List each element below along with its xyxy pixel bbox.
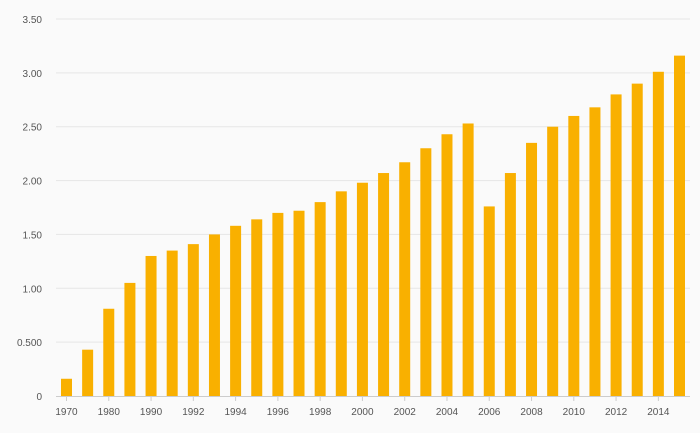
bar-2002 xyxy=(399,162,411,396)
y-tick-label: 3.50 xyxy=(23,15,43,26)
bar-1999 xyxy=(335,191,347,396)
y-tick-label: 0.500 xyxy=(17,338,42,349)
x-tick-label: 1990 xyxy=(140,407,163,418)
bar-1991 xyxy=(166,250,178,396)
x-tick-label: 2010 xyxy=(563,407,586,418)
bar-1985 xyxy=(124,282,136,396)
x-tick-label: 2014 xyxy=(647,407,670,418)
x-tick-label: 1998 xyxy=(309,407,332,418)
bar-2010 xyxy=(568,115,580,396)
x-tick-label: 1970 xyxy=(55,407,78,418)
bar-1992 xyxy=(187,244,199,396)
bar-2011 xyxy=(589,107,601,396)
x-tick-label: 1996 xyxy=(267,407,290,418)
bar-2014 xyxy=(652,71,664,396)
bar-1995 xyxy=(251,219,263,396)
y-tick-label: 1.50 xyxy=(23,230,43,241)
x-tick-label: 2006 xyxy=(478,407,501,418)
x-tick-label: 2008 xyxy=(520,407,543,418)
bar-2001 xyxy=(378,173,390,396)
x-tick-label: 1992 xyxy=(182,407,205,418)
bar-1990 xyxy=(145,255,157,396)
bars xyxy=(61,55,685,397)
grid-lines xyxy=(56,18,690,343)
bar-2009 xyxy=(547,126,559,396)
bar-1996 xyxy=(272,212,284,396)
bar-2003 xyxy=(420,148,432,396)
x-tick-label: 1994 xyxy=(224,407,247,418)
y-tick-label: 2.50 xyxy=(23,123,43,134)
bar-2012 xyxy=(610,94,622,397)
bar-2015 xyxy=(674,55,685,396)
bar-2006 xyxy=(483,206,495,396)
bar-2013 xyxy=(631,83,643,396)
bar-2000 xyxy=(356,182,368,396)
x-tick-label: 2012 xyxy=(605,407,628,418)
bar-1980 xyxy=(103,308,115,396)
bar-2008 xyxy=(526,142,538,396)
y-tick-label: 0 xyxy=(36,392,42,403)
bar-2004 xyxy=(441,134,453,397)
y-tick-label: 2.00 xyxy=(23,177,43,188)
y-tick-label: 1.00 xyxy=(23,284,43,295)
x-axis-labels: 1970 1980 1990 1992 1994 1996 1998 2000 2002 2004… xyxy=(55,396,670,418)
y-axis-labels: 0 0.500 1.00 1.50 2.00 2.50 3.00 3.50 xyxy=(17,15,42,403)
x-tick-label: 2004 xyxy=(436,407,459,418)
bar-2007 xyxy=(504,173,516,396)
x-tick-label: 2000 xyxy=(351,407,374,418)
bar-1970 xyxy=(61,378,72,396)
x-tick-label: 2002 xyxy=(394,407,417,418)
y-tick-label: 3.00 xyxy=(23,69,43,80)
bar-1994 xyxy=(230,225,242,396)
bar-1993 xyxy=(208,234,220,396)
bar-1998 xyxy=(314,202,326,396)
x-tick-label: 1980 xyxy=(98,407,121,418)
bar-1977 xyxy=(82,349,94,396)
bar-2005 xyxy=(462,123,474,397)
bar-1997 xyxy=(293,210,305,396)
